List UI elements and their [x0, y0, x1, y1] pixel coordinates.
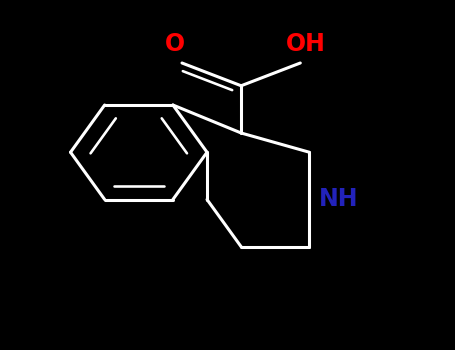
Text: NH: NH [318, 188, 358, 211]
Text: O: O [165, 32, 185, 56]
Text: OH: OH [286, 32, 326, 56]
